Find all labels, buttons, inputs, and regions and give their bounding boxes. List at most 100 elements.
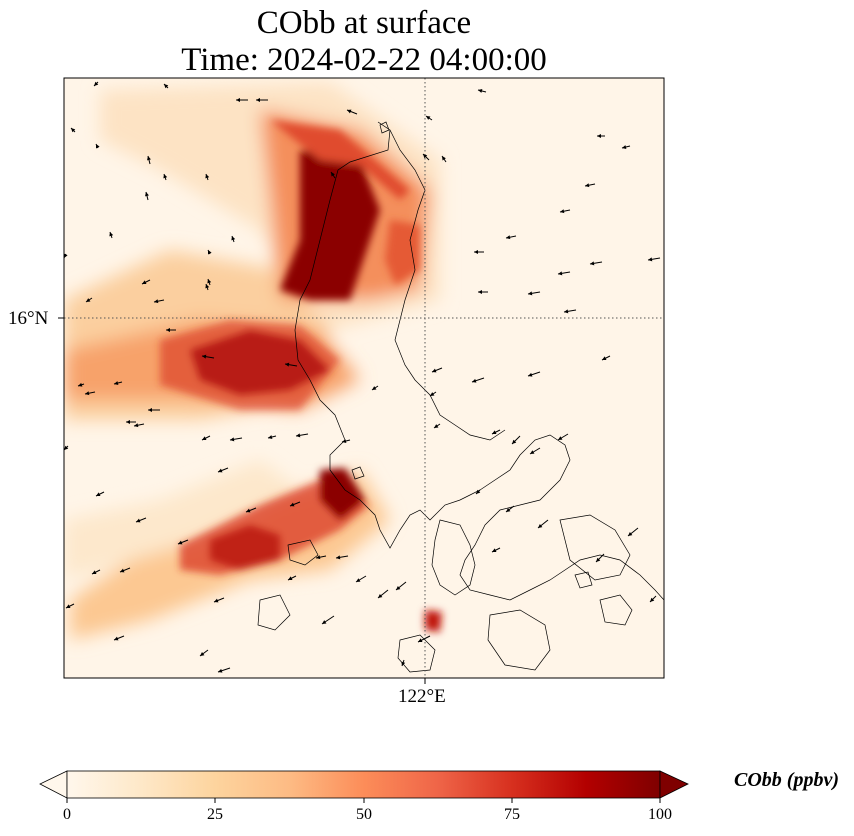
- wind-arrow-head: [142, 280, 147, 284]
- wind-arrow-head: [145, 192, 149, 197]
- wind-arrow-head: [622, 145, 627, 149]
- wind-arrow-head: [205, 284, 210, 289]
- wind-arrow-head: [126, 679, 130, 683]
- wind-arrow-head: [164, 84, 169, 89]
- map-title: CObb at surface: [256, 5, 472, 41]
- wind-arrow-head: [442, 156, 446, 161]
- wind-arrow-head: [136, 518, 141, 523]
- wind-arrow-head: [597, 134, 601, 138]
- wind-arrow-head: [114, 636, 119, 641]
- wind-arrow-head: [109, 232, 114, 237]
- colorbar-gradient: [66, 770, 661, 799]
- island-east-a: [599, 594, 633, 626]
- wind-arrow-head: [356, 578, 361, 582]
- wind-arrow-head: [492, 548, 497, 552]
- hotspot-south-ring: [180, 480, 370, 575]
- wind-arrow-head: [296, 433, 301, 438]
- colorbar: [39, 770, 689, 803]
- wind-arrow-head: [423, 154, 428, 159]
- wind-arrow-head: [434, 424, 439, 428]
- wind-arrow-head: [590, 261, 595, 266]
- wind-arrow-head: [207, 279, 212, 284]
- hotspot-north-ring: [270, 120, 410, 200]
- wind-arrow-head: [202, 354, 207, 359]
- wind-arrow-head: [208, 250, 212, 255]
- cobb-concentration-field: [64, 82, 442, 640]
- coastlines: [257, 121, 664, 673]
- wind-arrow-head: [290, 502, 295, 507]
- latitude-label: 16°N: [8, 308, 49, 329]
- hotspot-south-east: [320, 468, 365, 520]
- colorbar-min-extend: [39, 770, 68, 799]
- wind-arrow-head: [506, 235, 511, 240]
- hotspot-mid-ring: [160, 320, 340, 410]
- colorbar-tick-label-100: 100: [648, 806, 672, 823]
- map-frame: [63, 77, 665, 679]
- wind-arrow-head: [92, 570, 97, 574]
- island-south-b: [559, 514, 631, 581]
- colorbar-tick-label-0: 0: [63, 806, 71, 823]
- island-south-a: [487, 609, 551, 671]
- plume-south-west: [64, 460, 300, 580]
- island-small-b: [351, 466, 365, 480]
- wind-arrow-head: [285, 362, 290, 367]
- wind-arrow-head: [246, 508, 251, 513]
- wind-arrow-head: [558, 436, 563, 440]
- wind-arrow-head: [163, 174, 168, 179]
- wind-arrow-head: [596, 557, 601, 562]
- wind-arrow-head: [342, 439, 347, 443]
- wind-arrow-head: [347, 109, 352, 114]
- wind-arrow-head: [288, 576, 293, 580]
- wind-arrow-head: [85, 391, 90, 396]
- wind-arrow-head: [96, 492, 101, 496]
- wind-arrow-head: [78, 382, 83, 387]
- wind-arrow-head: [336, 555, 341, 560]
- wind-arrow-head: [256, 98, 260, 102]
- wind-arrow-head: [430, 392, 435, 396]
- wind-arrow-head: [134, 423, 139, 428]
- island-west-b: [257, 594, 291, 631]
- wind-arrow-head: [474, 250, 478, 254]
- wind-arrow-head: [528, 372, 533, 377]
- wind-arrow-head: [218, 468, 223, 473]
- luzon-coastline: [294, 121, 664, 601]
- wind-arrow-head: [432, 368, 437, 373]
- wind-arrow-head: [64, 445, 69, 450]
- wind-vectors: [64, 81, 661, 683]
- wind-arrow-head: [418, 638, 423, 642]
- wind-arrow-head: [200, 652, 205, 656]
- wind-arrow-head: [530, 450, 535, 454]
- wind-arrow-head: [205, 174, 210, 179]
- wind-arrow-shaft: [136, 677, 138, 678]
- wind-arrow-head: [401, 661, 406, 666]
- wind-arrow-head: [166, 328, 170, 332]
- wind-arrow-head: [230, 437, 235, 442]
- colorbar-max-extend: [659, 770, 689, 799]
- wind-arrow-head: [71, 128, 76, 133]
- colorbar-tick-label-50: 50: [356, 806, 372, 823]
- island-south-c: [397, 634, 436, 673]
- wind-arrow-head: [396, 585, 401, 590]
- island-small-c: [574, 571, 593, 589]
- wind-arrow-head: [126, 420, 130, 424]
- wind-arrow-head: [506, 508, 511, 512]
- wind-arrow-head: [538, 523, 543, 528]
- wind-arrow-head: [512, 439, 517, 444]
- colorbar-tick-label-75: 75: [504, 806, 520, 823]
- wind-arrow-head: [236, 98, 240, 102]
- wind-arrow-head: [86, 298, 91, 302]
- wind-arrow-head: [178, 540, 183, 545]
- wind-arrow-head: [478, 89, 483, 93]
- wind-arrow-head: [558, 271, 563, 276]
- wind-arrow-head: [528, 291, 533, 296]
- wind-arrow-head: [114, 381, 119, 385]
- hotspot-small-south: [425, 610, 442, 632]
- map-time-subtitle: Time: 2024-02-22 04:00:00: [181, 42, 547, 78]
- wind-arrow-head: [650, 597, 655, 602]
- wind-arrow-head: [214, 598, 219, 603]
- wind-arrow-head: [628, 531, 633, 536]
- luzon-east-coast: [389, 129, 506, 441]
- wind-arrow-head: [648, 257, 653, 262]
- hotspot-north-core: [280, 150, 380, 300]
- wind-arrow-head: [331, 172, 335, 177]
